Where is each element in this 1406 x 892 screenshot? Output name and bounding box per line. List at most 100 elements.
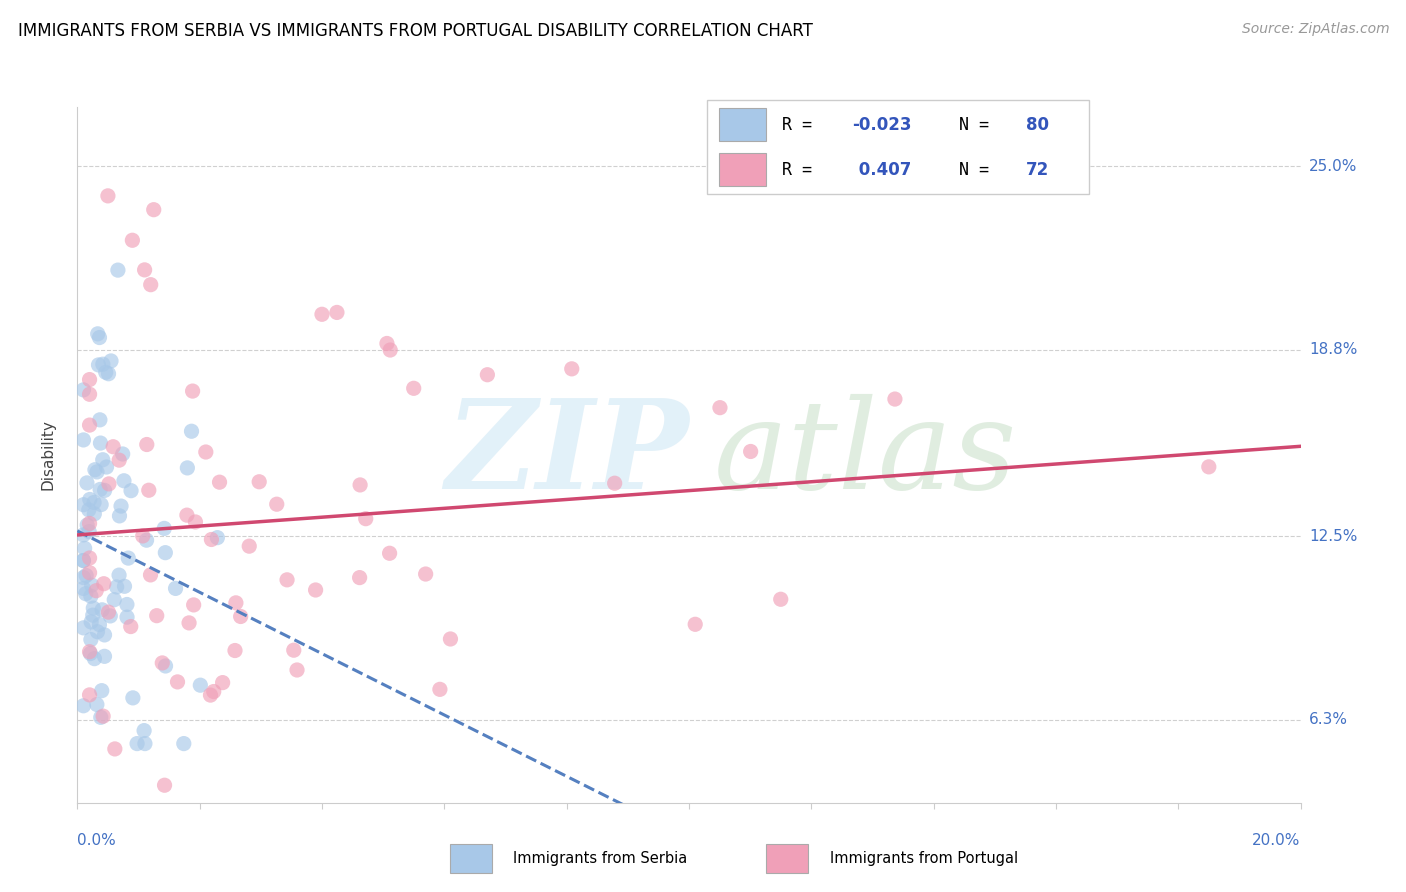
- Point: [112, 474, 135, 488]
- Point: [402, 381, 425, 395]
- Point: [132, 529, 155, 543]
- Point: [114, 579, 136, 593]
- Point: [79, 647, 101, 661]
- FancyBboxPatch shape: [766, 844, 808, 873]
- Point: [91, 709, 114, 723]
- Point: [155, 546, 177, 560]
- Point: [304, 582, 326, 597]
- Point: [97, 605, 120, 619]
- Text: 72: 72: [1026, 161, 1049, 178]
- FancyBboxPatch shape: [450, 844, 492, 873]
- Text: ZIP: ZIP: [446, 394, 689, 516]
- Point: [101, 440, 124, 454]
- Point: [79, 688, 101, 702]
- Point: [134, 737, 156, 751]
- Point: [349, 571, 371, 585]
- Point: [83, 651, 105, 665]
- Point: [188, 678, 211, 692]
- Point: [415, 567, 437, 582]
- Text: Immigrants from Portugal: Immigrants from Portugal: [830, 851, 1018, 866]
- Point: [1198, 459, 1220, 474]
- Point: [121, 233, 143, 247]
- Point: [142, 202, 165, 217]
- Point: [122, 690, 145, 705]
- Point: [79, 373, 101, 387]
- Point: [80, 589, 103, 603]
- Text: atlas: atlas: [713, 394, 1017, 516]
- Point: [84, 463, 107, 477]
- Point: [72, 553, 94, 567]
- Point: [93, 483, 115, 498]
- Point: [86, 698, 108, 712]
- Text: Source: ZipAtlas.com: Source: ZipAtlas.com: [1241, 22, 1389, 37]
- Point: [107, 263, 129, 277]
- Point: [208, 475, 231, 490]
- Point: [176, 508, 198, 523]
- Text: Immigrants from Serbia: Immigrants from Serbia: [513, 851, 688, 866]
- Point: [90, 683, 112, 698]
- FancyBboxPatch shape: [718, 108, 766, 141]
- Point: [224, 643, 246, 657]
- Text: 18.8%: 18.8%: [1309, 343, 1357, 358]
- Point: [111, 447, 134, 461]
- Text: -0.023: -0.023: [852, 116, 912, 134]
- Point: [183, 598, 205, 612]
- Point: [89, 617, 111, 632]
- Point: [100, 354, 122, 368]
- Text: R =: R =: [782, 161, 821, 178]
- Text: 12.5%: 12.5%: [1309, 529, 1357, 544]
- Point: [80, 632, 103, 647]
- Point: [91, 357, 114, 371]
- Point: [89, 436, 111, 450]
- Point: [97, 189, 120, 203]
- Point: [180, 424, 202, 438]
- Point: [285, 663, 308, 677]
- Point: [82, 608, 104, 623]
- FancyBboxPatch shape: [718, 153, 766, 186]
- Point: [90, 498, 112, 512]
- Point: [200, 533, 222, 547]
- Text: 25.0%: 25.0%: [1309, 159, 1357, 174]
- Point: [77, 524, 100, 539]
- Point: [86, 624, 108, 639]
- Point: [211, 675, 233, 690]
- Point: [79, 492, 101, 507]
- Text: 80: 80: [1026, 116, 1049, 134]
- Point: [79, 516, 101, 531]
- Point: [603, 476, 626, 491]
- Text: N =: N =: [939, 161, 1000, 178]
- Point: [375, 336, 398, 351]
- Point: [132, 723, 155, 738]
- Point: [89, 413, 111, 427]
- Point: [93, 649, 115, 664]
- Point: [89, 330, 111, 344]
- Point: [166, 674, 188, 689]
- Text: 0.407: 0.407: [852, 161, 911, 178]
- Point: [134, 263, 156, 277]
- Point: [80, 578, 103, 592]
- Point: [87, 358, 110, 372]
- Point: [135, 533, 157, 548]
- Point: [165, 582, 187, 596]
- Point: [378, 546, 401, 560]
- Point: [87, 326, 110, 341]
- Point: [108, 508, 131, 523]
- Point: [97, 476, 120, 491]
- Point: [91, 452, 114, 467]
- Point: [135, 437, 157, 451]
- Point: [96, 460, 118, 475]
- Point: [283, 643, 305, 657]
- Point: [683, 617, 706, 632]
- Point: [72, 582, 94, 596]
- Point: [115, 598, 138, 612]
- Text: 0.0%: 0.0%: [77, 833, 117, 848]
- Point: [120, 483, 142, 498]
- Point: [145, 608, 167, 623]
- Point: [225, 596, 247, 610]
- Point: [83, 495, 105, 509]
- Point: [326, 305, 349, 319]
- Point: [72, 698, 94, 713]
- Point: [93, 576, 115, 591]
- Point: [89, 483, 111, 497]
- Point: [86, 465, 108, 479]
